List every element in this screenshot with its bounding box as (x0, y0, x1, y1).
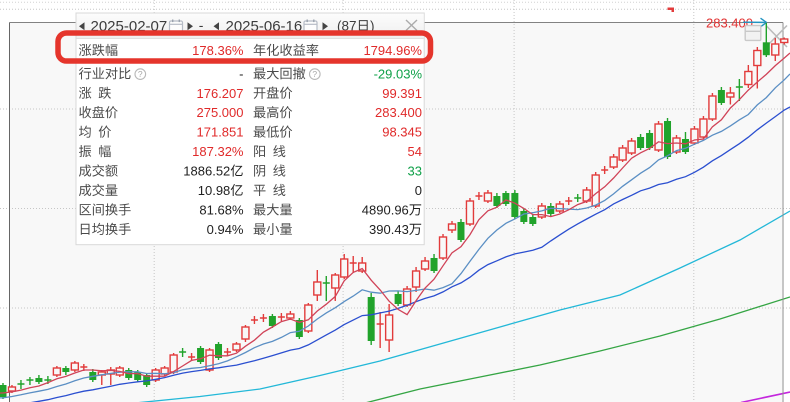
svg-text:283.400: 283.400 (706, 16, 753, 31)
svg-text:99.391: 99.391 (382, 86, 422, 101)
svg-text:4890.96: 4890.96 (362, 202, 409, 217)
svg-text:10.98: 10.98 (198, 183, 231, 198)
svg-text:(87: (87 (337, 19, 357, 34)
svg-text:283.400: 283.400 (375, 105, 422, 120)
svg-text:176.207: 176.207 (197, 86, 244, 101)
svg-text:?: ? (312, 69, 317, 79)
svg-text:): ) (370, 19, 375, 34)
svg-text:54: 54 (408, 144, 422, 159)
svg-text:-: - (239, 66, 243, 81)
svg-text:-: - (199, 17, 204, 33)
svg-text:98.345: 98.345 (382, 125, 422, 140)
svg-text:171.851: 171.851 (197, 125, 244, 140)
svg-text:178.36%: 178.36% (192, 43, 244, 58)
svg-text:390.43: 390.43 (369, 222, 409, 237)
svg-text:187.32%: 187.32% (192, 144, 244, 159)
svg-text:1794.96%: 1794.96% (363, 43, 422, 58)
svg-text:1886.52: 1886.52 (183, 164, 230, 179)
svg-text:0: 0 (415, 183, 422, 198)
svg-text:?: ? (138, 69, 143, 79)
svg-text:-29.03%: -29.03% (374, 66, 423, 81)
svg-text:81.68%: 81.68% (199, 202, 244, 217)
svg-text:275.000: 275.000 (197, 105, 244, 120)
svg-text:33: 33 (408, 164, 422, 179)
svg-text:0.94%: 0.94% (207, 222, 244, 237)
